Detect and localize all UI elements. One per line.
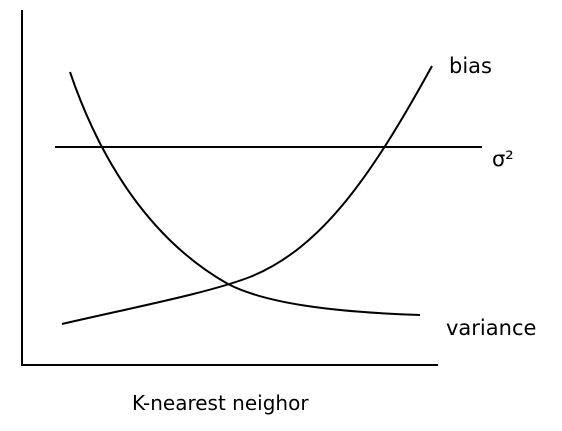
series-label-bias: bias [449, 54, 492, 78]
series-bias-line [61, 65, 433, 325]
series-variance-line [69, 71, 421, 316]
series-label-sigma2: σ² [492, 147, 514, 171]
series-label-variance: variance [446, 316, 536, 340]
x-axis-label: K-nearest neighor [132, 391, 309, 415]
